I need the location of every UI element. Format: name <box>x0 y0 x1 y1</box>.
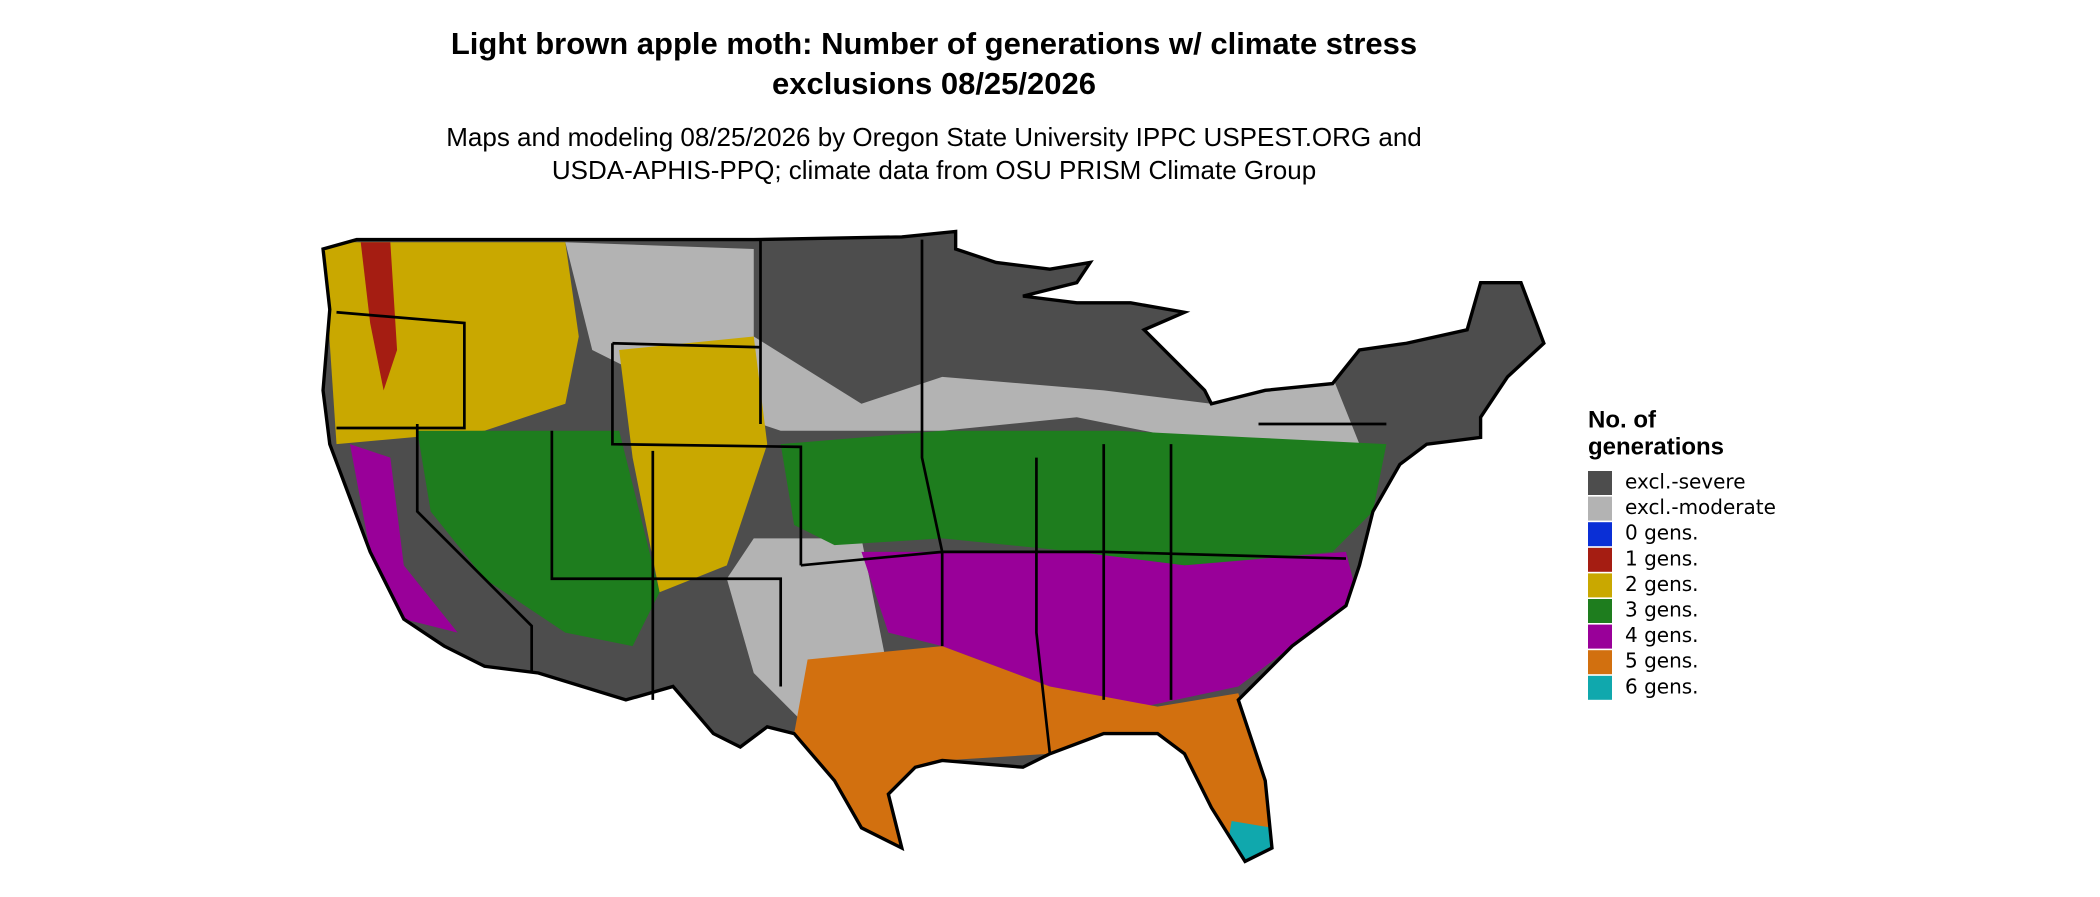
region <box>794 646 1272 862</box>
legend-label: 6 gens. <box>1625 674 1699 698</box>
region <box>780 430 1387 566</box>
region <box>417 430 660 647</box>
region <box>861 551 1360 707</box>
legend-swatch <box>1588 496 1612 521</box>
region <box>349 444 458 633</box>
legend-title: generations <box>1588 433 1724 460</box>
legend-swatch <box>1588 599 1612 623</box>
subtitle: Maps and modeling 08/25/2026 by Oregon S… <box>446 122 1422 152</box>
legend-label: 2 gens. <box>1625 572 1699 596</box>
title: exclusions 08/25/2026 <box>772 66 1096 101</box>
legend-label: excl.-moderate <box>1625 495 1776 519</box>
legend-swatch <box>1588 471 1612 495</box>
subtitle: USDA-APHIS-PPQ; climate data from OSU PR… <box>552 155 1316 185</box>
legend-swatch <box>1588 650 1612 675</box>
legend-title: No. of <box>1588 406 1657 433</box>
legend-swatch <box>1588 573 1612 598</box>
legend-label: excl.-severe <box>1625 470 1746 494</box>
legend-label: 4 gens. <box>1625 623 1699 647</box>
legend-swatch <box>1588 522 1612 547</box>
title: Light brown apple moth: Number of genera… <box>451 26 1417 61</box>
legend-label: 5 gens. <box>1625 649 1699 673</box>
legend-swatch <box>1588 624 1612 649</box>
region <box>619 336 768 593</box>
legend-label: 3 gens. <box>1625 598 1699 622</box>
us-map <box>321 229 1546 864</box>
legend-label: 1 gens. <box>1625 546 1699 570</box>
legend-swatch <box>1588 547 1612 572</box>
legend-swatch <box>1588 675 1612 700</box>
state-borders <box>336 239 1387 754</box>
region <box>565 242 1360 445</box>
legend-label: 0 gens. <box>1625 521 1699 545</box>
map-fill <box>323 231 1544 862</box>
